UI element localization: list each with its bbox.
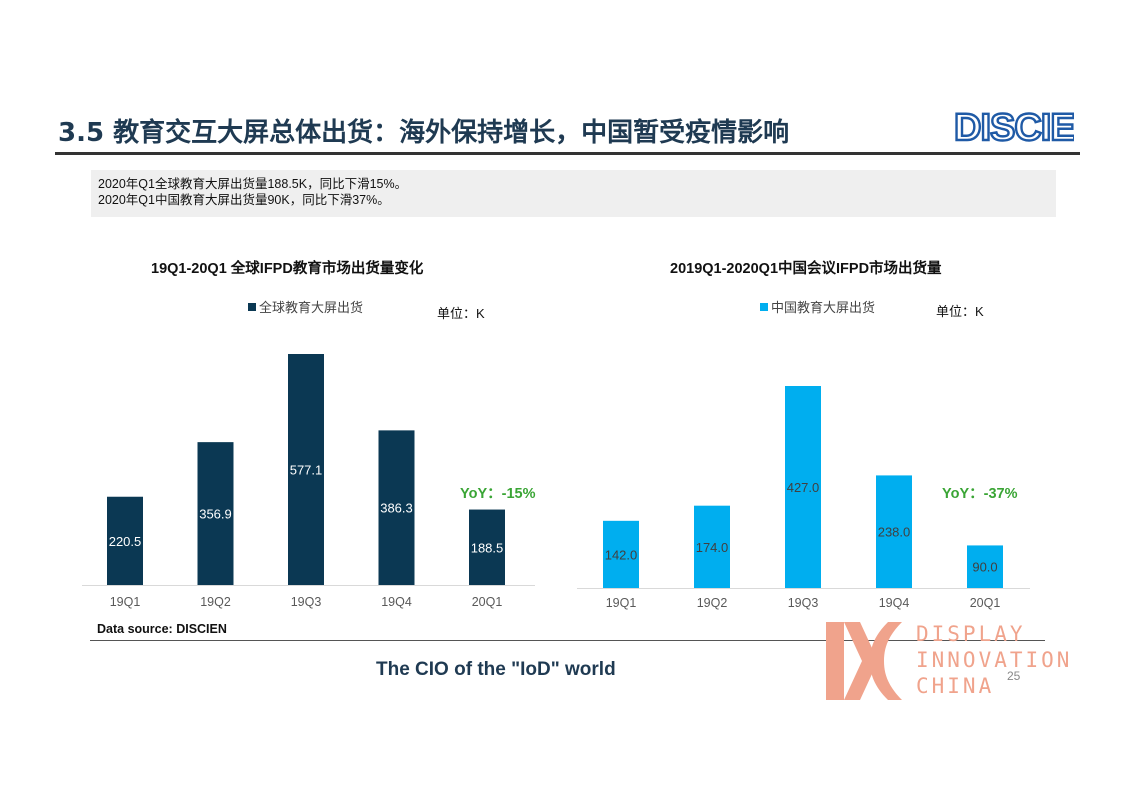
right-chart-legend: 中国教育大屏出货 [760, 297, 875, 316]
left-value-label-20Q1: 188.5 [471, 540, 504, 555]
page-title: 3.5 教育交互大屏总体出货：海外保持增长，中国暂受疫情影响 [58, 118, 790, 148]
brand-line-innovation: INNOVATION [916, 648, 1073, 672]
footer-divider [90, 640, 1045, 641]
tagline: The CIO of the "IoD" world [376, 659, 616, 680]
right-tick-label-19Q3: 19Q3 [788, 596, 819, 610]
right-value-label-19Q1: 142.0 [605, 547, 638, 562]
left-chart-title: 19Q1-20Q1 全球IFPD教育市场出货量变化 [151, 261, 424, 277]
right-tick-label-20Q1: 20Q1 [970, 596, 1001, 610]
left-bar-19Q3 [288, 354, 324, 585]
right-tick-label-19Q2: 19Q2 [697, 596, 728, 610]
brand-line-china: CHINA [916, 674, 995, 698]
summary-line-1: 2020年Q1全球教育大屏出货量188.5K，同比下滑15%。 [98, 177, 408, 191]
left-bar-19Q4 [378, 430, 415, 585]
left-tick-label-19Q1: 19Q1 [110, 595, 141, 609]
dic-brand-mark [826, 622, 902, 700]
right-tick-label-19Q4: 19Q4 [879, 596, 910, 610]
right-value-label-20Q1: 90.0 [972, 560, 997, 575]
left-bar-19Q2 [197, 442, 234, 585]
left-value-label-19Q1: 220.5 [109, 534, 142, 549]
left-legend-label: 全球教育大屏出货 [259, 300, 364, 315]
brand-line-display: DISPLAY [916, 622, 1026, 646]
right-legend-swatch [760, 302, 768, 311]
left-tick-label-19Q3: 19Q3 [291, 595, 322, 609]
title-divider [55, 152, 1080, 155]
right-bar-19Q2 [694, 505, 730, 588]
right-bar-20Q1 [967, 545, 1003, 588]
right-value-label-19Q4: 238.0 [878, 525, 911, 540]
left-bar-20Q1 [469, 509, 505, 585]
right-bar-19Q3 [785, 386, 821, 588]
right-chart-title: 2019Q1-2020Q1中国会议IFPD市场出货量 [670, 261, 942, 277]
left-chart-legend: 全球教育大屏出货 [248, 297, 363, 316]
left-unit-label: 单位：K [437, 306, 485, 321]
left-legend-swatch [248, 302, 256, 311]
left-value-label-19Q2: 356.9 [199, 507, 232, 522]
summary-box: 2020年Q1全球教育大屏出货量188.5K，同比下滑15%。 2020年Q1中… [91, 170, 1056, 217]
page-number: 25 [1007, 669, 1021, 683]
right-bar-19Q1 [603, 520, 639, 588]
left-tick-label-20Q1: 20Q1 [472, 595, 503, 609]
right-value-label-19Q2: 174.0 [696, 540, 729, 555]
summary-line-2: 2020年Q1中国教育大屏出货量90K，同比下滑37%。 [98, 193, 390, 207]
left-tick-label-19Q4: 19Q4 [381, 595, 412, 609]
left-value-label-19Q3: 577.1 [290, 463, 323, 478]
left-tick-label-19Q2: 19Q2 [200, 595, 231, 609]
right-tick-label-19Q1: 19Q1 [606, 596, 637, 610]
right-unit-label: 单位：K [936, 304, 984, 319]
right-bar-19Q4 [876, 475, 912, 588]
right-value-label-19Q3: 427.0 [787, 480, 820, 495]
left-yoy-annotation: YoY：-15% [460, 486, 536, 502]
data-source: Data source: DISCIEN [97, 622, 227, 636]
left-value-label-19Q4: 386.3 [380, 501, 413, 516]
right-legend-label: 中国教育大屏出货 [771, 300, 876, 315]
right-yoy-annotation: YoY：-37% [942, 486, 1018, 502]
left-bar-19Q1 [107, 496, 143, 585]
